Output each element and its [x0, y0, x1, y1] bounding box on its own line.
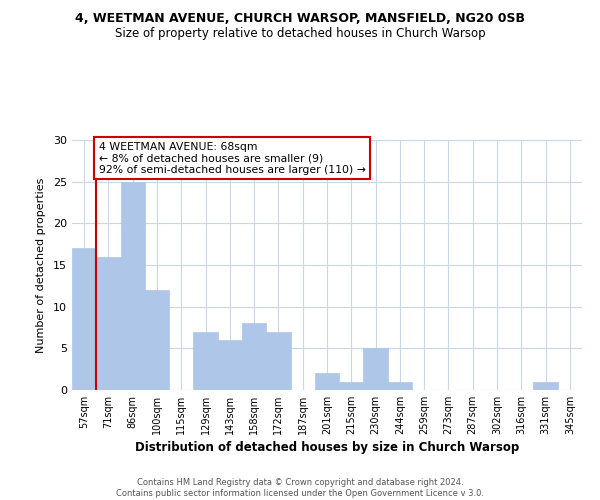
Bar: [242, 324, 266, 390]
Text: 4, WEETMAN AVENUE, CHURCH WARSOP, MANSFIELD, NG20 0SB: 4, WEETMAN AVENUE, CHURCH WARSOP, MANSFI…: [75, 12, 525, 26]
Bar: [72, 248, 96, 390]
Bar: [364, 348, 388, 390]
Bar: [315, 374, 339, 390]
Text: Size of property relative to detached houses in Church Warsop: Size of property relative to detached ho…: [115, 28, 485, 40]
Bar: [193, 332, 218, 390]
Text: Contains HM Land Registry data © Crown copyright and database right 2024.
Contai: Contains HM Land Registry data © Crown c…: [116, 478, 484, 498]
Text: 4 WEETMAN AVENUE: 68sqm
← 8% of detached houses are smaller (9)
92% of semi-deta: 4 WEETMAN AVENUE: 68sqm ← 8% of detached…: [99, 142, 365, 175]
Bar: [388, 382, 412, 390]
Y-axis label: Number of detached properties: Number of detached properties: [36, 178, 46, 352]
Bar: [145, 290, 169, 390]
Bar: [96, 256, 121, 390]
X-axis label: Distribution of detached houses by size in Church Warsop: Distribution of detached houses by size …: [135, 441, 519, 454]
Bar: [533, 382, 558, 390]
Bar: [121, 182, 145, 390]
Bar: [218, 340, 242, 390]
Bar: [339, 382, 364, 390]
Bar: [266, 332, 290, 390]
